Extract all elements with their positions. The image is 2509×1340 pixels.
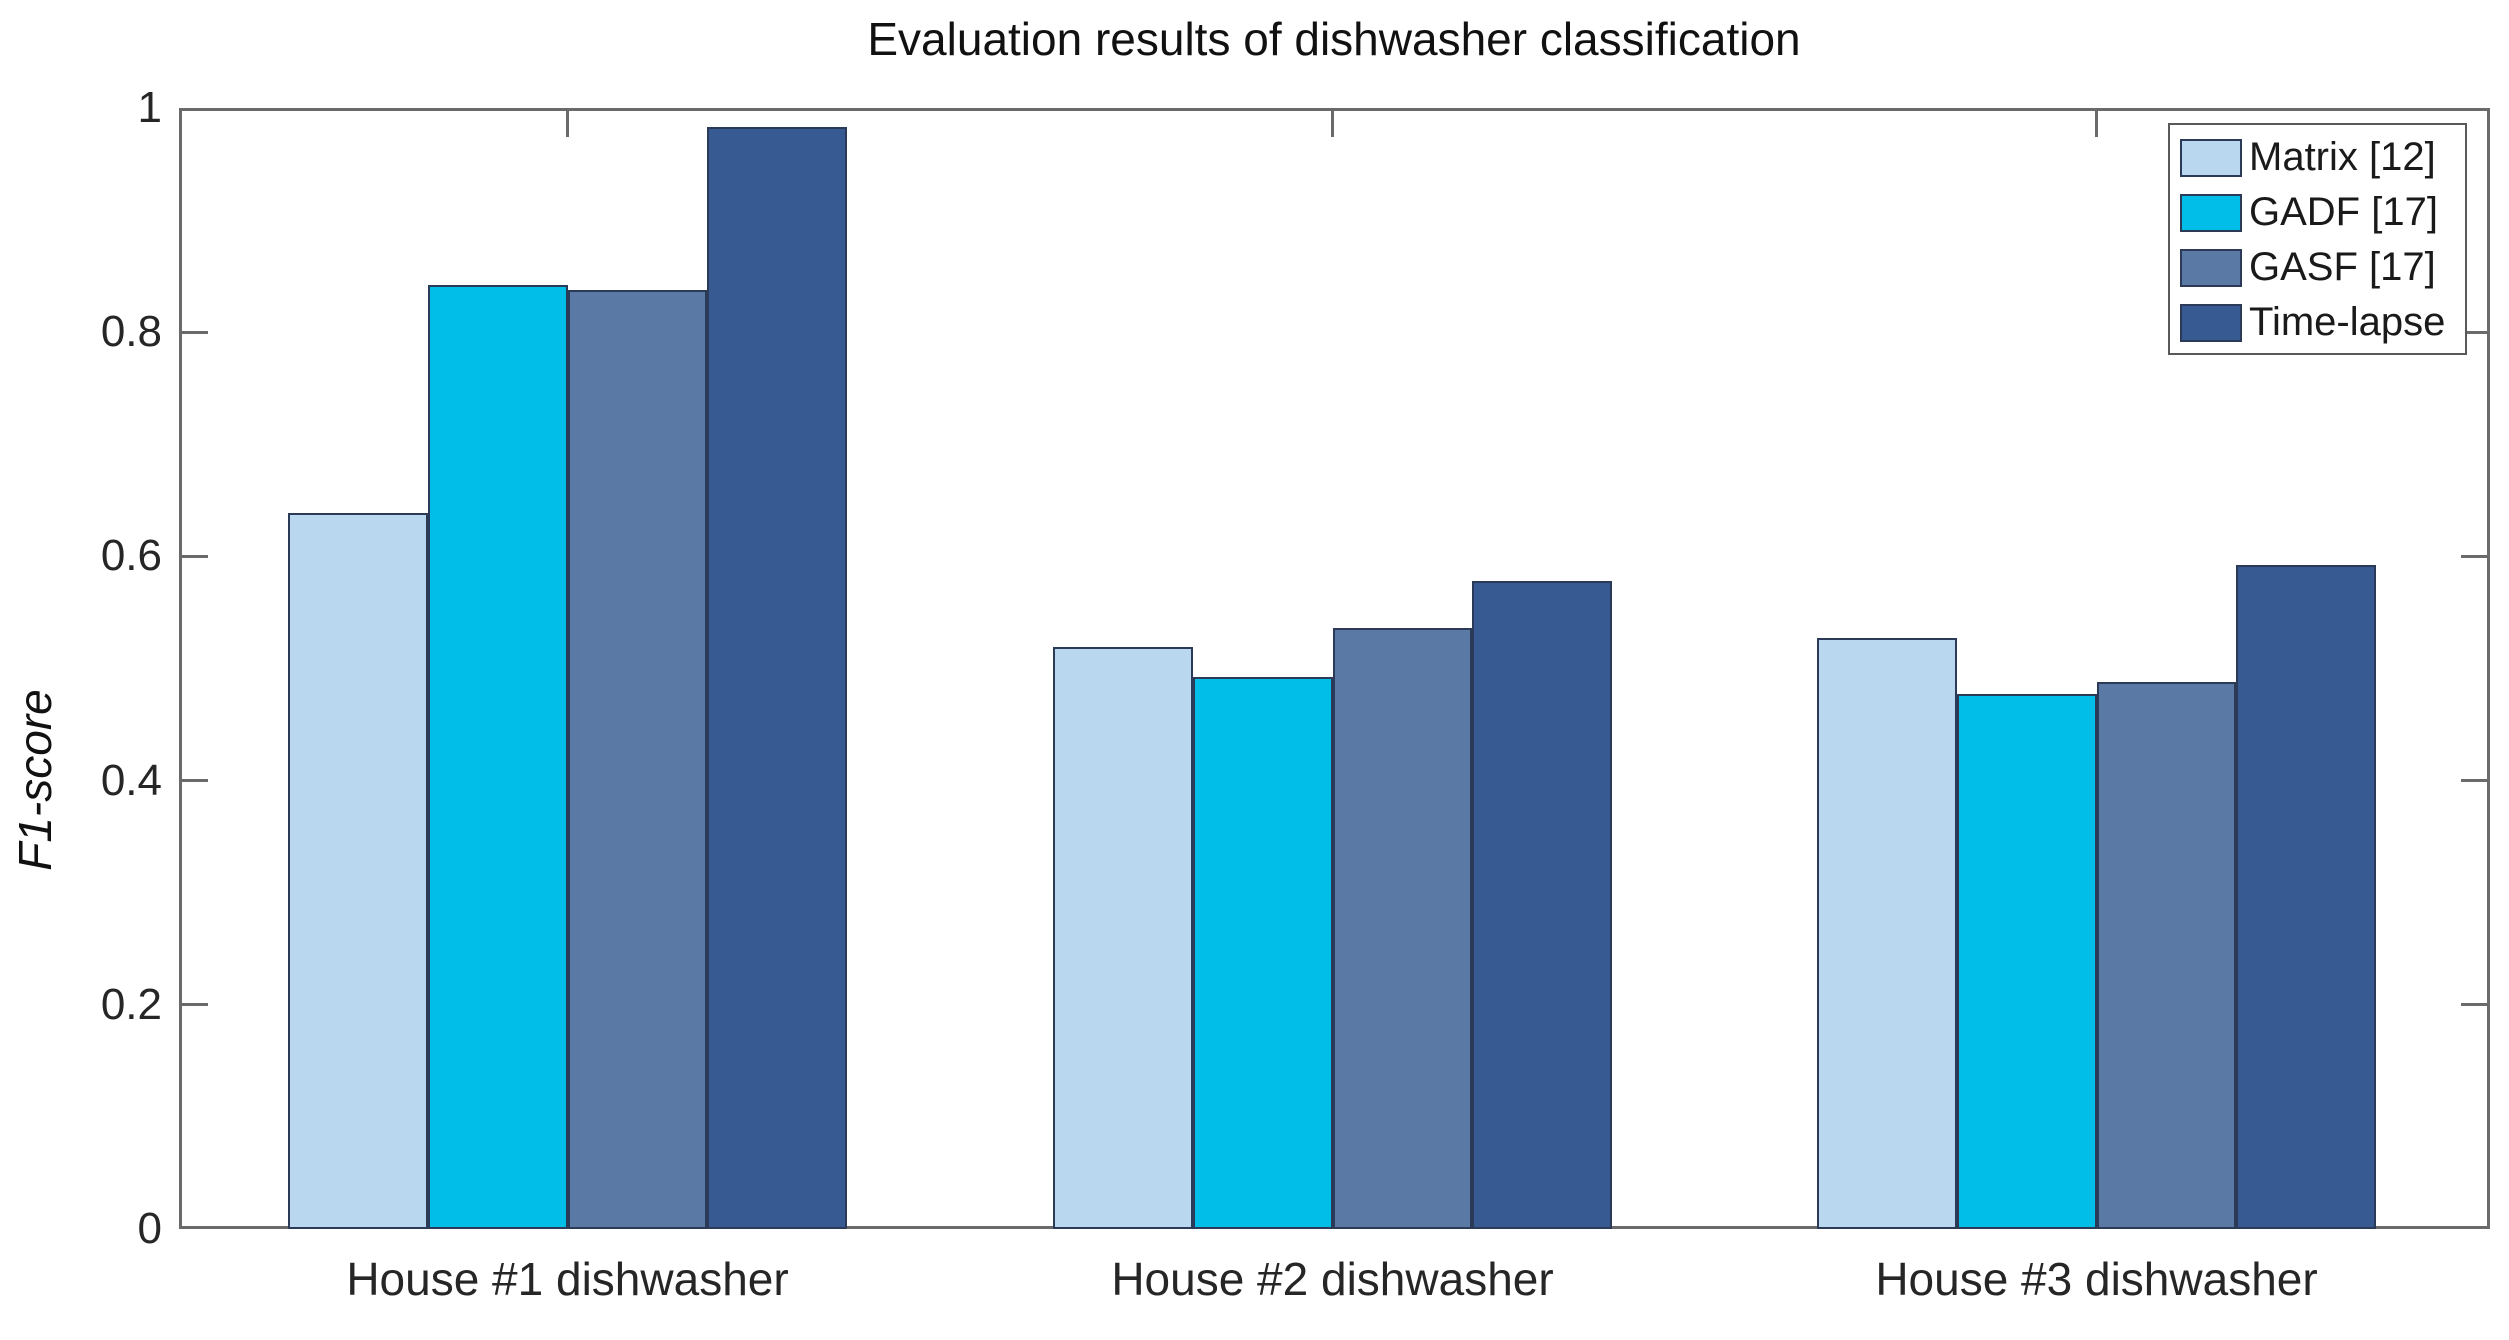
chart-title: Evaluation results of dishwasher classif… [867, 13, 1801, 65]
legend-row-gadf-17: GADF [17] [2170, 185, 2465, 240]
legend-swatch-icon [2180, 248, 2242, 287]
bar-gasf-17-group1 [567, 289, 708, 1229]
x-tick-top-group1 [566, 111, 569, 137]
y-tick-label-0.2: 0.2 [100, 979, 162, 1029]
y-tick-right-0.8 [2461, 330, 2487, 334]
x-category-label-2: House #2 dishwasher [1111, 1253, 1554, 1305]
y-tick-right-0.6 [2461, 554, 2487, 558]
x-category-label-3: House #3 dishwasher [1875, 1253, 2318, 1305]
y-tick-label-0.8: 0.8 [100, 307, 162, 357]
y-tick-left-0.6 [182, 554, 208, 558]
legend-row-matrix-12: Matrix [12] [2170, 130, 2465, 185]
legend-label: Time-lapse [2249, 300, 2446, 344]
y-tick-left-0.2 [182, 1003, 208, 1007]
bar-gadf-17-group2 [1192, 677, 1333, 1229]
bar-gasf-17-group2 [1332, 628, 1473, 1229]
bar-gasf-17-group3 [2096, 681, 2237, 1229]
legend-swatch-icon [2180, 193, 2242, 232]
x-category-label-1: House #1 dishwasher [346, 1253, 789, 1305]
y-tick-right-0.4 [2461, 779, 2487, 783]
legend: Matrix [12] GADF [17] GASF [17] Time-lapse [2168, 123, 2467, 355]
y-tick-label-1: 1 [137, 83, 162, 132]
x-tick-top-group2 [1331, 111, 1334, 137]
y-tick-label-0.4: 0.4 [100, 755, 162, 805]
bar-matrix-12-group2 [1053, 647, 1193, 1229]
bar-matrix-12-group1 [288, 512, 428, 1229]
bar-gadf-17-group1 [427, 285, 568, 1229]
bar-time-lapse-group3 [2236, 565, 2376, 1229]
y-tick-left-0.8 [182, 330, 208, 334]
legend-row-time-lapse: Time-lapse [2170, 295, 2465, 350]
y-tick-label-0: 0 [137, 1204, 162, 1253]
legend-label: Matrix [12] [2249, 135, 2436, 179]
legend-swatch-icon [2180, 138, 2242, 177]
legend-swatch-icon [2180, 303, 2242, 342]
y-tick-left-0.4 [182, 779, 208, 783]
legend-label: GASF [17] [2249, 245, 2436, 289]
bar-time-lapse-group1 [707, 127, 847, 1229]
bar-matrix-12-group3 [1817, 638, 1957, 1229]
bar-gadf-17-group3 [1956, 694, 2097, 1229]
legend-row-gasf-17: GASF [17] [2170, 240, 2465, 295]
y-tick-right-0.2 [2461, 1003, 2487, 1007]
x-tick-top-group3 [2095, 111, 2098, 137]
legend-label: GADF [17] [2249, 190, 2438, 234]
y-tick-label-0.6: 0.6 [100, 531, 162, 581]
bar-time-lapse-group2 [1472, 581, 1612, 1229]
